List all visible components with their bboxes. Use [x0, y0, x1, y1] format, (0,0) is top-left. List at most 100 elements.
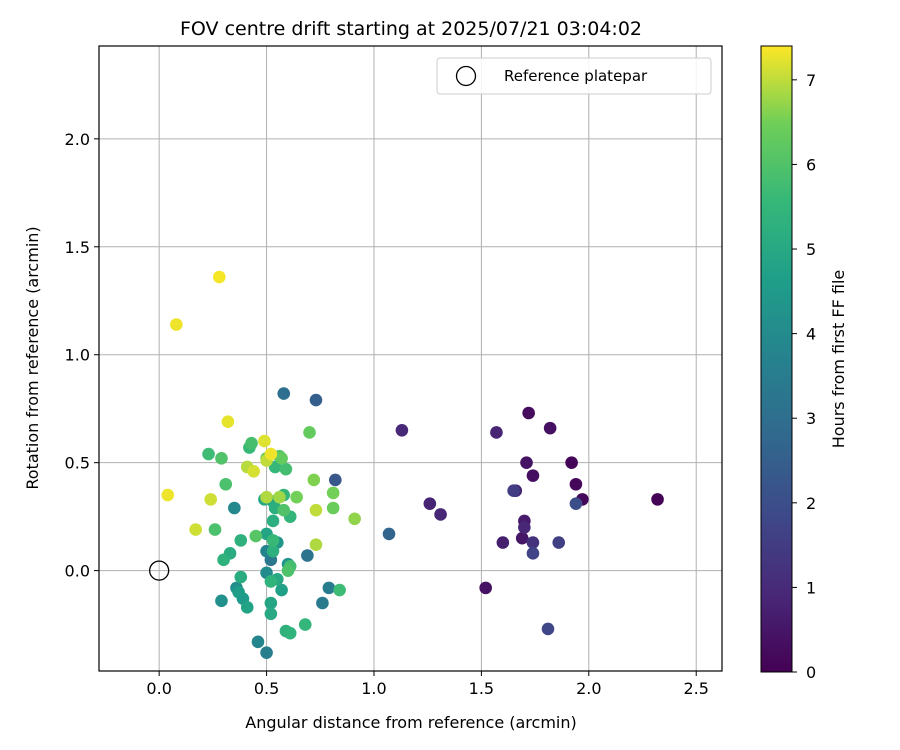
data-point	[260, 490, 273, 504]
legend: Reference platepar	[436, 57, 712, 95]
x-tick-label: 0.0	[146, 679, 171, 698]
data-point	[264, 447, 278, 461]
data-point	[277, 503, 291, 517]
data-point	[316, 596, 329, 610]
data-point	[202, 447, 215, 461]
data-point	[322, 581, 336, 595]
data-point	[326, 501, 340, 515]
data-point	[266, 534, 280, 547]
y-axis-label: Rotation from reference (arcmin)	[23, 226, 42, 489]
y-tick-label: 0.0	[65, 562, 90, 581]
data-point	[307, 473, 321, 487]
y-tick-label: 1.5	[65, 238, 90, 257]
data-point	[651, 493, 664, 506]
data-point	[273, 490, 286, 504]
chart-title: FOV centre drift starting at 2025/07/21 …	[180, 18, 642, 40]
data-point	[309, 538, 323, 552]
data-point	[348, 512, 361, 526]
data-point	[275, 452, 288, 465]
colorbar: 0 1 2 3 4 5 6 7 Hours from first FF file	[760, 45, 848, 682]
data-point	[213, 270, 226, 284]
data-point	[303, 426, 316, 439]
data-point	[333, 583, 346, 597]
data-point	[309, 503, 323, 517]
data-point	[309, 393, 323, 407]
data-point	[526, 536, 540, 549]
data-point	[496, 536, 510, 549]
colorbar-tick-label: 5	[806, 240, 816, 259]
data-point	[326, 486, 340, 500]
data-point	[279, 462, 293, 476]
data-point	[543, 421, 557, 435]
data-point	[382, 527, 396, 541]
data-point	[515, 531, 529, 545]
colorbar-tick-label: 4	[806, 325, 816, 344]
data-point	[215, 594, 228, 608]
data-point	[234, 570, 248, 584]
colorbar-tick-label: 1	[806, 578, 816, 597]
data-point	[290, 490, 303, 504]
data-point	[569, 477, 583, 491]
data-point	[170, 318, 183, 331]
data-point	[526, 469, 540, 482]
x-tick-label: 1.0	[361, 679, 386, 698]
data-point	[277, 387, 291, 400]
x-tick-label: 2.5	[683, 679, 708, 698]
data-point	[268, 460, 282, 474]
data-point	[247, 465, 260, 478]
data-point	[189, 523, 202, 536]
y-tick-label: 1.0	[65, 346, 90, 365]
data-point	[275, 583, 288, 597]
data-points	[161, 270, 664, 659]
data-point	[264, 607, 278, 621]
x-axis-ticks: 0.0 0.5 1.0 1.5 2.0 2.5	[146, 671, 709, 698]
data-point	[240, 601, 254, 614]
colorbar-label: Hours from first FF file	[829, 270, 848, 449]
data-point	[423, 497, 437, 510]
data-point	[258, 434, 271, 448]
data-point	[215, 452, 228, 465]
plot-frame	[98, 45, 723, 672]
legend-box	[436, 57, 712, 95]
data-point	[260, 646, 273, 659]
data-point	[552, 536, 566, 549]
data-point	[228, 501, 241, 515]
data-point	[522, 406, 535, 420]
data-point	[208, 523, 222, 536]
data-point	[565, 456, 578, 469]
data-point	[526, 547, 540, 560]
colorbar-tick-label: 2	[806, 494, 816, 513]
data-point	[518, 521, 531, 534]
legend-entry-reference: Reference platepar	[504, 67, 648, 85]
data-point	[264, 596, 278, 610]
data-point	[541, 622, 555, 636]
data-point	[301, 549, 314, 562]
x-axis-label: Angular distance from reference (arcmin)	[245, 713, 576, 732]
data-point	[281, 564, 295, 577]
data-point	[507, 484, 520, 498]
x-tick-label: 2.0	[576, 679, 601, 698]
data-point	[264, 575, 278, 588]
colorbar-tick-label: 0	[806, 663, 816, 682]
data-point	[249, 529, 263, 543]
data-point	[232, 585, 245, 599]
data-point	[520, 456, 533, 469]
y-axis-ticks: 0.0 0.5 1.0 1.5 2.0	[65, 130, 99, 581]
reference-marker	[149, 560, 170, 581]
colorbar-frame	[760, 45, 793, 673]
grid-lines	[99, 46, 722, 671]
data-point	[266, 514, 280, 528]
data-point	[329, 473, 342, 487]
x-tick-label: 0.5	[254, 679, 279, 698]
data-point	[298, 618, 312, 631]
y-tick-label: 2.0	[65, 130, 90, 149]
data-point	[161, 488, 175, 502]
legend-marker-open-circle	[455, 65, 477, 87]
data-point	[204, 493, 218, 506]
data-point	[219, 477, 233, 491]
colorbar-tick-label: 7	[806, 71, 816, 90]
data-point	[217, 553, 230, 567]
y-tick-label: 0.5	[65, 454, 90, 473]
data-point	[245, 436, 258, 450]
